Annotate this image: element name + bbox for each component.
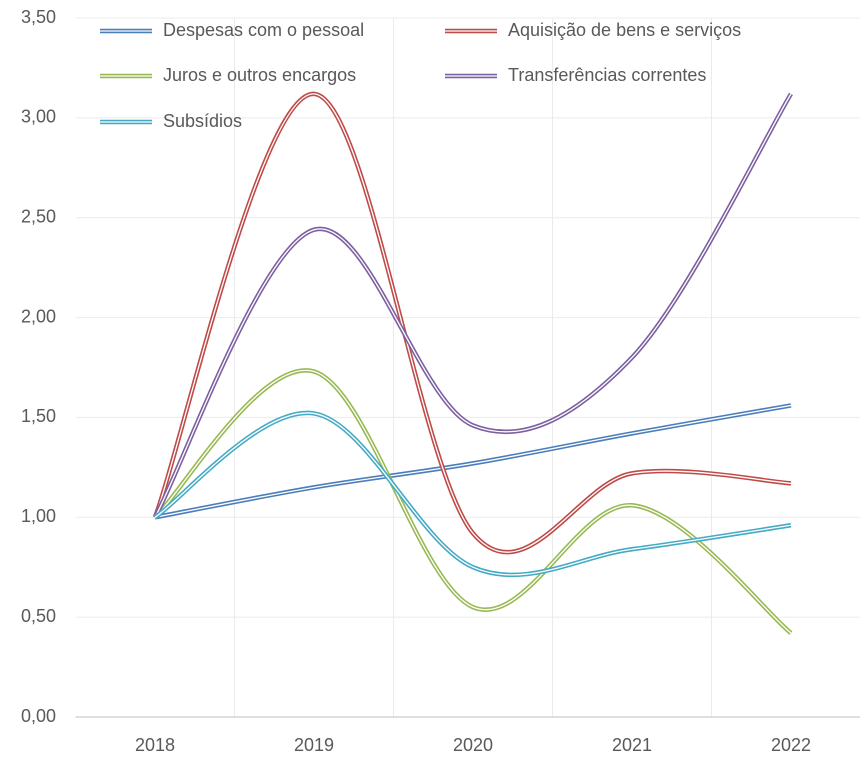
legend-label: Subsídios — [163, 111, 242, 131]
y-tick-label: 0,00 — [21, 706, 56, 726]
y-tick-label: 2,00 — [21, 306, 56, 326]
series-line-highlight — [154, 412, 792, 576]
series-line-highlight — [154, 93, 792, 518]
x-tick-label: 2020 — [453, 735, 493, 755]
legend-label: Aquisição de bens e serviços — [508, 20, 741, 40]
x-tick-label: 2018 — [135, 735, 175, 755]
x-tick-label: 2021 — [612, 735, 652, 755]
y-tick-label: 1,00 — [21, 506, 56, 526]
legend-label: Juros e outros encargos — [163, 65, 356, 85]
y-tick-label: 1,50 — [21, 406, 56, 426]
series-line-highlight — [154, 369, 792, 634]
series-line — [153, 368, 793, 635]
legend-label: Transferências correntes — [508, 65, 706, 85]
y-tick-label: 3,50 — [21, 7, 56, 27]
series-line — [153, 92, 793, 519]
y-tick-label: 0,50 — [21, 606, 56, 626]
y-tick-label: 2,50 — [21, 206, 56, 226]
series-line — [152, 91, 792, 555]
series-line-highlight — [154, 404, 792, 518]
series-line-highlight — [154, 93, 792, 553]
y-tick-label: 3,00 — [21, 107, 56, 127]
x-tick-label: 2019 — [294, 735, 334, 755]
legend-label: Despesas com o pessoal — [163, 20, 364, 40]
x-tick-label: 2022 — [771, 735, 811, 755]
series-line — [153, 410, 792, 578]
